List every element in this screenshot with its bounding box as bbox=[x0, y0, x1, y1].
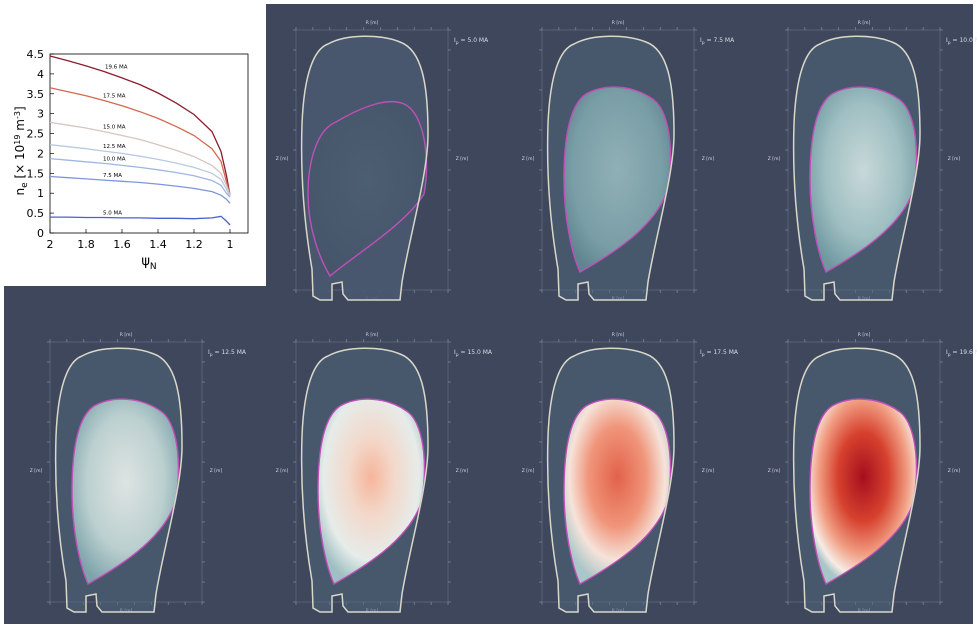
y-tick-label: 3.5 bbox=[27, 88, 45, 101]
x-tick-label: 1 bbox=[227, 238, 234, 251]
y-tick-label: 2.5 bbox=[27, 128, 45, 141]
series-label: 5.0 MA bbox=[103, 210, 122, 216]
z-axis-label-right: Z [m] bbox=[948, 468, 961, 474]
separatrix-curve bbox=[563, 86, 672, 273]
z-axis-label-right: Z [m] bbox=[210, 468, 223, 474]
z-axis-label-left: Z [m] bbox=[30, 468, 43, 474]
r-axis-label-top: R [m] bbox=[858, 20, 871, 26]
equilibrium-panel: R [m]R [m]Z [m]Z [m]Ip = 15.0 MA bbox=[276, 332, 493, 614]
separatrix-curve bbox=[809, 86, 918, 273]
x-tick-label: 2 bbox=[47, 238, 54, 251]
r-axis-label-top: R [m] bbox=[120, 332, 133, 338]
series-line bbox=[50, 215, 231, 226]
first-wall-outline bbox=[546, 347, 675, 613]
equilibrium-panel: R [m]R [m]Z [m]Z [m]Ip = 12.5 MA bbox=[30, 332, 247, 614]
z-axis-label-right: Z [m] bbox=[948, 156, 961, 162]
chart-frame bbox=[49, 53, 249, 234]
equilibrium-panel: R [m]R [m]Z [m]Z [m]Ip = 5.0 MA bbox=[276, 20, 489, 302]
chart-panel-background bbox=[4, 4, 266, 286]
x-tick-label: 1.2 bbox=[185, 238, 203, 251]
z-axis-label-left: Z [m] bbox=[276, 156, 289, 162]
series-label: 7.5 MA bbox=[103, 173, 122, 179]
y-tick-label: 2 bbox=[37, 147, 44, 160]
y-tick-label: 0.5 bbox=[27, 207, 45, 220]
first-wall-outline bbox=[792, 347, 921, 613]
z-axis-label-right: Z [m] bbox=[702, 156, 715, 162]
y-tick-label: 4.5 bbox=[27, 48, 45, 61]
separatrix-curve bbox=[307, 100, 428, 278]
separatrix-curve bbox=[809, 398, 918, 585]
z-axis-label-left: Z [m] bbox=[522, 156, 535, 162]
y-tick-label: 3 bbox=[37, 108, 44, 121]
z-axis-label-left: Z [m] bbox=[276, 468, 289, 474]
series-line bbox=[49, 157, 231, 198]
x-tick-label: 1.6 bbox=[113, 238, 131, 251]
plasma-current-label: Ip = 10.0 MA bbox=[946, 37, 977, 46]
z-axis-label-right: Z [m] bbox=[456, 468, 469, 474]
plasma-current-label: Ip = 17.5 MA bbox=[700, 349, 739, 358]
equilibrium-panel: R [m]R [m]Z [m]Z [m]Ip = 19.6 MA bbox=[768, 332, 977, 614]
y-tick-label: 0 bbox=[37, 227, 44, 240]
series-label: 10.0 MA bbox=[103, 156, 126, 162]
first-wall-outline bbox=[792, 35, 921, 301]
series-label: 19.6 MA bbox=[105, 65, 128, 71]
r-axis-label-top: R [m] bbox=[612, 332, 625, 338]
r-axis-label-top: R [m] bbox=[612, 20, 625, 26]
first-wall-outline bbox=[300, 35, 429, 301]
plasma-current-label: Ip = 7.5 MA bbox=[700, 37, 735, 46]
z-axis-label-left: Z [m] bbox=[522, 468, 535, 474]
y-tick-label: 1.5 bbox=[27, 167, 45, 180]
equilibrium-panel: R [m]R [m]Z [m]Z [m]Ip = 17.5 MA bbox=[522, 332, 739, 614]
r-axis-label-top: R [m] bbox=[858, 332, 871, 338]
series-line bbox=[49, 87, 231, 196]
z-axis-label-left: Z [m] bbox=[768, 156, 781, 162]
first-wall-outline bbox=[546, 35, 675, 301]
x-tick-label: 1.8 bbox=[77, 238, 95, 251]
y-tick-label: 4 bbox=[37, 68, 44, 81]
first-wall-outline bbox=[300, 347, 429, 613]
z-axis-label-left: Z [m] bbox=[768, 468, 781, 474]
y-tick-label: 1 bbox=[37, 187, 44, 200]
plasma-current-label: Ip = 15.0 MA bbox=[454, 349, 493, 358]
first-wall-outline bbox=[54, 347, 183, 613]
equilibrium-panel: R [m]R [m]Z [m]Z [m]Ip = 7.5 MA bbox=[522, 20, 735, 302]
plasma-current-label: Ip = 5.0 MA bbox=[454, 37, 489, 46]
equilibrium-panels: R [m] R [m] Z [m] Z [m] Ip = 5.0 MA R [m] R [m… bbox=[30, 20, 977, 614]
separatrix-curve bbox=[71, 398, 180, 585]
plasma-density-fill bbox=[308, 101, 427, 276]
separatrix-curve bbox=[563, 398, 672, 585]
density-profile-chart: 0 0.5 1 1.5 2 2.5 3 3.5 4 4.5 2 1.8 1.6 1.4 1.2 1 ne [× … bbox=[4, 4, 266, 286]
separatrix-curve bbox=[317, 398, 426, 585]
x-tick-label: 1.4 bbox=[149, 238, 167, 251]
r-axis-label-top: R [m] bbox=[366, 20, 379, 26]
z-axis-label-right: Z [m] bbox=[702, 468, 715, 474]
r-axis-label-top: R [m] bbox=[366, 332, 379, 338]
x-axis-label: ψN bbox=[141, 254, 156, 272]
plasma-current-label: Ip = 12.5 MA bbox=[208, 349, 247, 358]
y-axis-label: ne [× 1019 m-3] bbox=[13, 106, 30, 195]
z-axis-label-right: Z [m] bbox=[456, 156, 469, 162]
series-label: 15.0 MA bbox=[103, 125, 126, 131]
series-label: 17.5 MA bbox=[103, 94, 126, 100]
series-line bbox=[49, 144, 231, 197]
series-line bbox=[49, 55, 231, 196]
plasma-current-label: Ip = 19.6 MA bbox=[946, 349, 977, 358]
series-label: 12.5 MA bbox=[103, 144, 126, 150]
equilibrium-panel: R [m]R [m]Z [m]Z [m]Ip = 10.0 MA bbox=[768, 20, 977, 302]
series-line bbox=[49, 175, 231, 204]
series-line bbox=[49, 121, 231, 196]
